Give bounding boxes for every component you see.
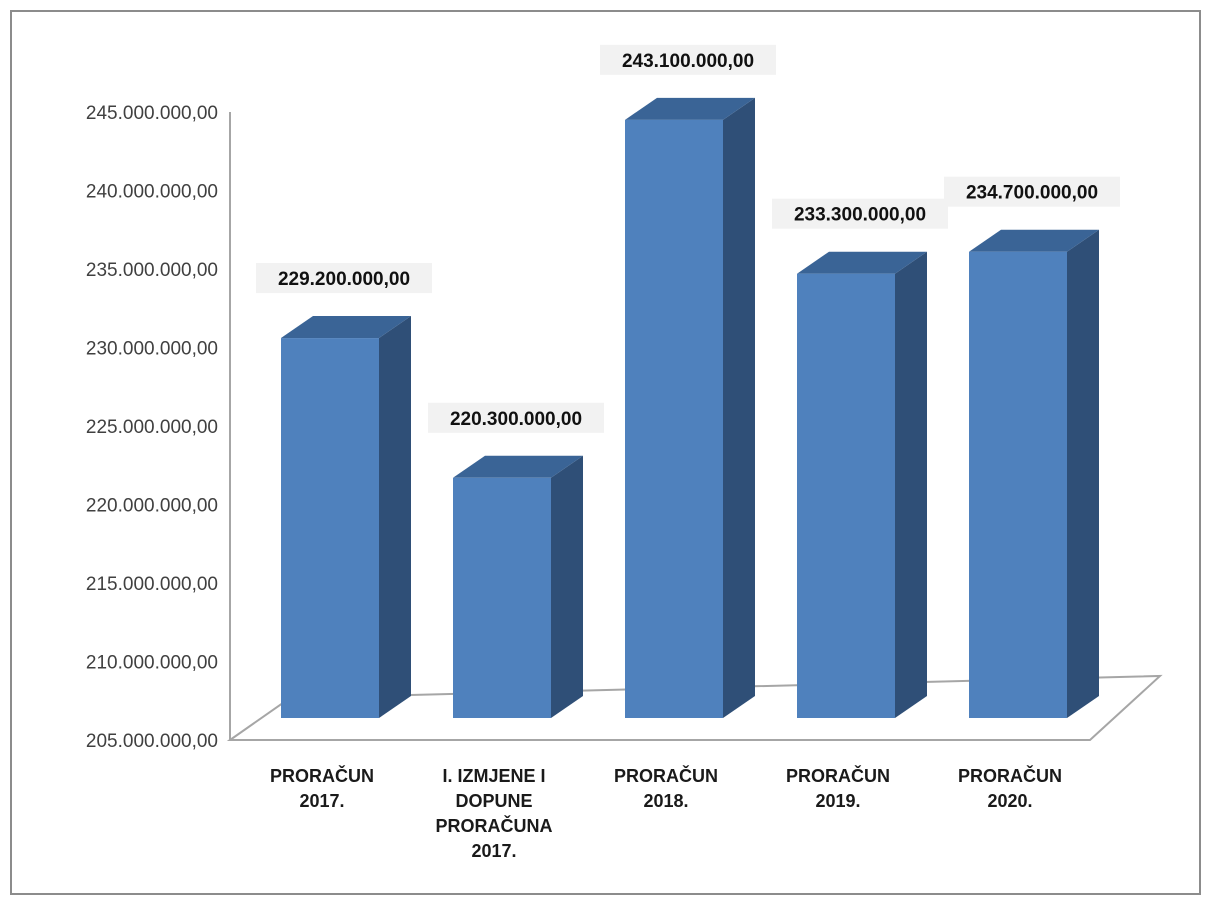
y-axis-ticks: 205.000.000,00 210.000.000,00 215.000.000,…: [86, 103, 218, 752]
bar-top-face: [625, 97, 755, 120]
data-label-text: 220.300.000,00: [450, 409, 582, 430]
data-label-text: 234.700.000,00: [966, 183, 1098, 204]
data-label-text: 243.100.000,00: [622, 51, 754, 72]
data-label: 234.700.000,00: [944, 176, 1120, 207]
y-tick-label: 220.000.000,00: [86, 496, 218, 517]
bar-front-face: [453, 477, 551, 718]
data-label-background: [772, 198, 948, 229]
bar: [453, 455, 583, 718]
y-tick-label: 225.000.000,00: [86, 417, 218, 438]
y-tick-label: 240.000.000,00: [86, 182, 218, 203]
x-category-label: PRORAČUN 2019.: [786, 765, 890, 811]
bar-front-face: [969, 251, 1067, 718]
bar: [797, 251, 927, 718]
x-category-label: PRORAČUN 2020.: [958, 765, 1062, 811]
y-tick-label: 215.000.000,00: [86, 574, 218, 595]
data-label-text: 233.300.000,00: [794, 205, 926, 226]
y-tick-label: 235.000.000,00: [86, 260, 218, 281]
y-tick-label: 210.000.000,00: [86, 653, 218, 674]
bar-side-face: [551, 455, 583, 718]
bar-side-face: [379, 316, 411, 718]
x-category-label: I. IZMJENE I DOPUNE PRORAČUNA 2017.: [436, 766, 553, 861]
data-label: 229.200.000,00: [256, 263, 432, 294]
y-tick-label: 230.000.000,00: [86, 339, 218, 360]
data-label-background: [428, 402, 604, 433]
bar: [625, 97, 755, 718]
chart-floor: [226, 674, 1163, 741]
data-label: 233.300.000,00: [772, 198, 948, 229]
bar-top-face: [797, 251, 927, 274]
data-label: 243.100.000,00: [600, 44, 776, 75]
data-label: 220.300.000,00: [428, 402, 604, 433]
y-tick-label: 205.000.000,00: [86, 731, 218, 752]
x-axis-categories: PRORAČUN 2017. I. IZMJENE I DOPUNE PRORAČUNA…: [270, 765, 1062, 861]
chart-axes: [226, 112, 1163, 741]
data-label-background: [944, 176, 1120, 207]
x-category-label: PRORAČUN 2018.: [614, 765, 718, 811]
bar-top-face: [453, 455, 583, 478]
data-label-text: 229.200.000,00: [278, 269, 410, 290]
y-tick-label: 245.000.000,00: [86, 103, 218, 124]
bar: [281, 316, 411, 718]
bar-side-face: [895, 251, 927, 718]
bar-front-face: [625, 119, 723, 718]
x-category-label: PRORAČUN 2017.: [270, 765, 374, 811]
bar-side-face: [1067, 229, 1099, 718]
bar: [969, 229, 1099, 718]
bars: 229.200.000,00 220.300.000,00 243.100.000,…: [256, 44, 1120, 718]
data-label-background: [256, 263, 432, 294]
bar-top-face: [969, 229, 1099, 252]
bar-front-face: [281, 338, 379, 718]
bar-front-face: [797, 273, 895, 718]
data-label-background: [600, 44, 776, 75]
bar-top-face: [281, 316, 411, 339]
bar-side-face: [723, 97, 755, 718]
